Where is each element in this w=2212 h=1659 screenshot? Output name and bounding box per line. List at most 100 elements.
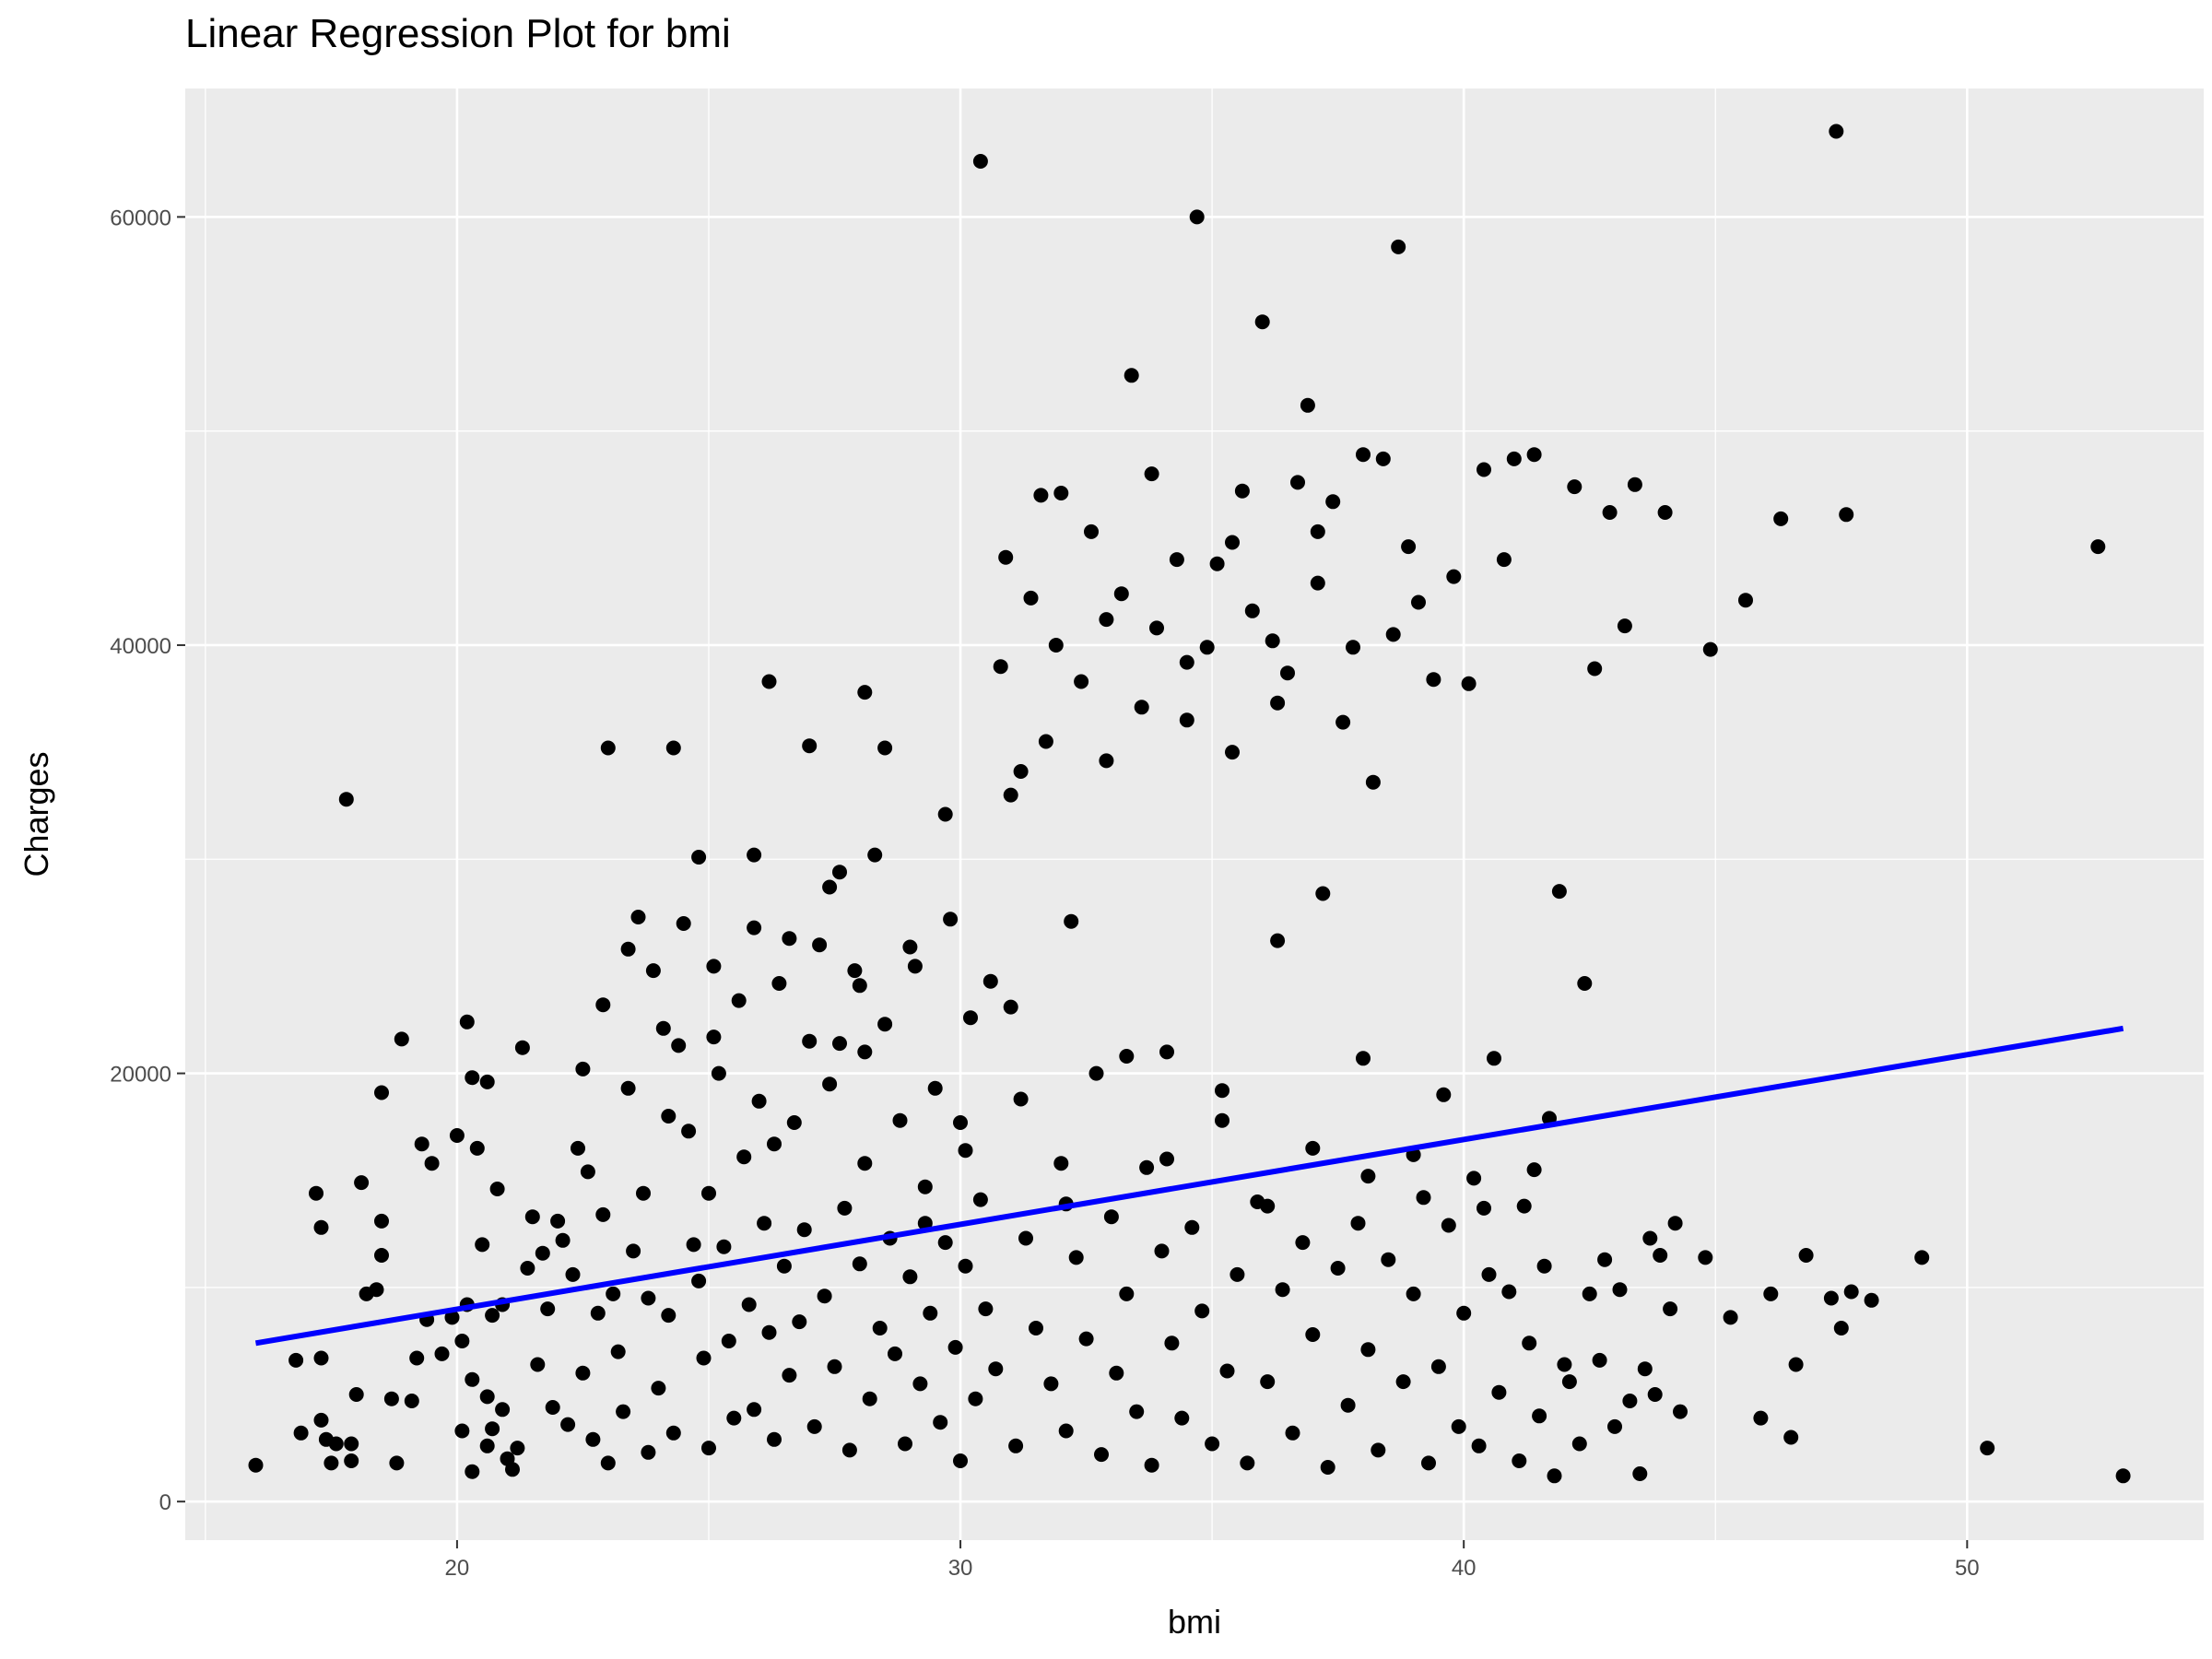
data-point: [796, 1222, 812, 1238]
data-point: [747, 920, 762, 935]
data-point: [1653, 1248, 1668, 1263]
data-point: [1305, 1140, 1321, 1156]
data-point: [1360, 1342, 1376, 1358]
data-point: [665, 1425, 681, 1441]
data-point: [1310, 575, 1325, 591]
data-point: [888, 1346, 902, 1361]
data-point: [1205, 1436, 1220, 1452]
data-point: [1280, 665, 1295, 681]
data-point: [1667, 1216, 1683, 1231]
data-point: [747, 847, 762, 863]
data-point: [721, 1334, 736, 1348]
data-point: [912, 1376, 928, 1392]
data-point: [937, 1235, 953, 1251]
data-point: [454, 1423, 470, 1439]
data-point: [1622, 1394, 1638, 1408]
data-point: [479, 1074, 495, 1089]
data-point: [524, 1209, 540, 1225]
data-point: [1003, 787, 1018, 803]
data-point: [2090, 539, 2106, 555]
data-point: [681, 1124, 697, 1139]
data-point: [958, 1258, 973, 1274]
data-point: [1230, 1266, 1245, 1282]
data-point: [1411, 594, 1426, 610]
data-point: [1582, 1286, 1597, 1301]
data-point: [802, 738, 818, 754]
data-point: [1612, 1282, 1628, 1298]
data-point: [1436, 1087, 1452, 1102]
data-point: [1526, 447, 1542, 463]
data-point: [1602, 505, 1618, 520]
data-point: [459, 1014, 475, 1030]
data-point: [761, 674, 777, 689]
data-point: [545, 1400, 560, 1415]
chart-title: Linear Regression Plot for bmi: [185, 11, 731, 56]
data-point: [645, 963, 661, 979]
data-point: [328, 1436, 344, 1452]
data-point: [902, 939, 918, 955]
data-point: [877, 740, 893, 756]
x-tick-label: 20: [445, 1556, 470, 1581]
data-point: [716, 1239, 732, 1254]
data-point: [248, 1457, 264, 1473]
data-point: [1254, 314, 1270, 330]
data-point: [1033, 488, 1049, 503]
data-point: [610, 1344, 626, 1359]
data-point: [1557, 1357, 1572, 1372]
data-point: [877, 1017, 893, 1032]
data-point: [1225, 535, 1240, 550]
data-point: [1078, 1331, 1094, 1347]
data-point: [338, 792, 354, 807]
data-point: [655, 1020, 671, 1036]
data-point: [1471, 1438, 1487, 1453]
data-point: [469, 1140, 485, 1156]
data-point: [324, 1455, 339, 1471]
data-point: [1738, 593, 1753, 608]
data-point: [374, 1248, 389, 1263]
data-point: [1798, 1248, 1814, 1263]
data-point: [963, 1010, 978, 1026]
data-point: [1532, 1408, 1547, 1424]
data-point: [1174, 1410, 1190, 1426]
data-point: [1215, 1083, 1230, 1099]
data-point: [1632, 1466, 1648, 1481]
data-point: [1617, 618, 1632, 634]
data-point: [1864, 1292, 1879, 1308]
data-point: [313, 1350, 329, 1366]
data-points: [248, 124, 2131, 1484]
data-point: [1139, 1159, 1155, 1175]
data-point: [1698, 1250, 1713, 1265]
data-point: [786, 1115, 802, 1130]
data-point: [1839, 507, 1854, 523]
data-point: [1587, 661, 1603, 677]
data-point: [1285, 1425, 1300, 1441]
data-point: [1416, 1190, 1431, 1206]
data-point: [822, 1077, 838, 1092]
data-point: [736, 1149, 752, 1165]
y-tick-label: 60000: [110, 206, 171, 230]
data-point: [917, 1179, 933, 1194]
data-point: [1829, 124, 1844, 139]
data-point: [988, 1361, 1004, 1377]
data-point: [1375, 451, 1391, 466]
x-tick-label: 40: [1452, 1556, 1477, 1581]
data-point: [1516, 1198, 1532, 1214]
data-point: [1340, 1397, 1356, 1413]
data-point: [1184, 1219, 1200, 1235]
data-point: [1058, 1423, 1074, 1439]
data-point: [1506, 451, 1522, 466]
data-point: [1325, 494, 1341, 510]
data-point: [489, 1182, 505, 1196]
data-point: [636, 1185, 651, 1201]
data-point: [1356, 447, 1371, 463]
data-point: [293, 1425, 309, 1441]
data-point: [1275, 1282, 1290, 1298]
data-point: [847, 963, 863, 979]
data-point: [479, 1389, 495, 1405]
data-point: [993, 659, 1008, 675]
data-point: [1320, 1460, 1335, 1475]
data-point: [1169, 552, 1184, 568]
data-point: [1702, 641, 1718, 657]
data-point: [1164, 1335, 1180, 1351]
data-point: [1406, 1286, 1421, 1301]
